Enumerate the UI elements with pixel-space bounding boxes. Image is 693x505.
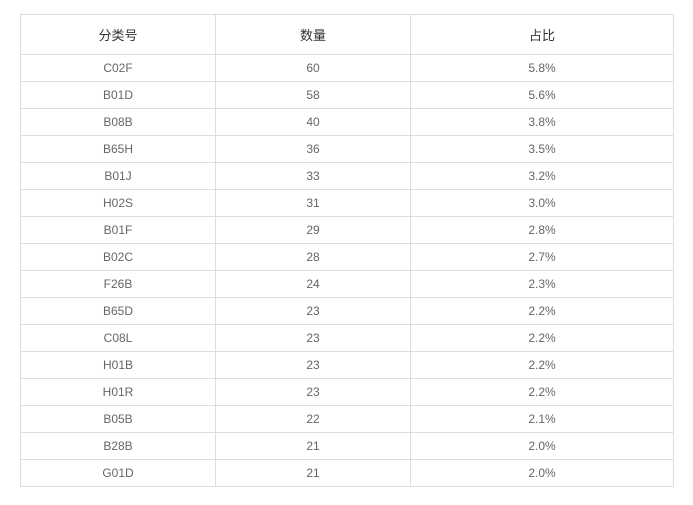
table-cell: B01F bbox=[21, 217, 216, 244]
table-cell: 22 bbox=[216, 406, 411, 433]
table-cell: 5.8% bbox=[411, 55, 674, 82]
table-cell: 24 bbox=[216, 271, 411, 298]
table-row: G01D212.0% bbox=[21, 460, 674, 487]
table-cell: B01J bbox=[21, 163, 216, 190]
header-category: 分类号 bbox=[21, 15, 216, 55]
table-row: B08B403.8% bbox=[21, 109, 674, 136]
table-cell: H02S bbox=[21, 190, 216, 217]
table-cell: 2.2% bbox=[411, 379, 674, 406]
table-cell: B08B bbox=[21, 109, 216, 136]
table-cell: 2.2% bbox=[411, 325, 674, 352]
table-cell: 2.0% bbox=[411, 433, 674, 460]
classification-table: 分类号 数量 占比 C02F605.8%B01D585.6%B08B403.8%… bbox=[20, 14, 674, 487]
table-cell: 21 bbox=[216, 460, 411, 487]
table-cell: 21 bbox=[216, 433, 411, 460]
table-cell: 2.0% bbox=[411, 460, 674, 487]
table-cell: 23 bbox=[216, 298, 411, 325]
header-percentage: 占比 bbox=[411, 15, 674, 55]
table-cell: 36 bbox=[216, 136, 411, 163]
table-cell: 2.1% bbox=[411, 406, 674, 433]
table-cell: 3.0% bbox=[411, 190, 674, 217]
table-body: C02F605.8%B01D585.6%B08B403.8%B65H363.5%… bbox=[21, 55, 674, 487]
table-row: H01B232.2% bbox=[21, 352, 674, 379]
table-row: B65H363.5% bbox=[21, 136, 674, 163]
table-cell: 23 bbox=[216, 352, 411, 379]
table-cell: 2.8% bbox=[411, 217, 674, 244]
table-cell: 3.5% bbox=[411, 136, 674, 163]
table-cell: 31 bbox=[216, 190, 411, 217]
table-cell: 5.6% bbox=[411, 82, 674, 109]
table-cell: 60 bbox=[216, 55, 411, 82]
table-cell: 33 bbox=[216, 163, 411, 190]
header-quantity: 数量 bbox=[216, 15, 411, 55]
table-cell: G01D bbox=[21, 460, 216, 487]
table-row: H01R232.2% bbox=[21, 379, 674, 406]
table-cell: 28 bbox=[216, 244, 411, 271]
table-cell: F26B bbox=[21, 271, 216, 298]
table-cell: H01R bbox=[21, 379, 216, 406]
table-header-row: 分类号 数量 占比 bbox=[21, 15, 674, 55]
table-cell: 40 bbox=[216, 109, 411, 136]
table-cell: H01B bbox=[21, 352, 216, 379]
table-cell: 23 bbox=[216, 325, 411, 352]
table-cell: 2.3% bbox=[411, 271, 674, 298]
table-cell: 2.7% bbox=[411, 244, 674, 271]
table-cell: 2.2% bbox=[411, 298, 674, 325]
table-row: B01F292.8% bbox=[21, 217, 674, 244]
table-cell: 23 bbox=[216, 379, 411, 406]
table-cell: B65H bbox=[21, 136, 216, 163]
table-cell: 2.2% bbox=[411, 352, 674, 379]
table-row: F26B242.3% bbox=[21, 271, 674, 298]
table-row: H02S313.0% bbox=[21, 190, 674, 217]
table-cell: 3.8% bbox=[411, 109, 674, 136]
table-cell: 3.2% bbox=[411, 163, 674, 190]
table-row: B65D232.2% bbox=[21, 298, 674, 325]
table-row: B01J333.2% bbox=[21, 163, 674, 190]
table-cell: C08L bbox=[21, 325, 216, 352]
table-cell: C02F bbox=[21, 55, 216, 82]
table-cell: B05B bbox=[21, 406, 216, 433]
table-cell: B65D bbox=[21, 298, 216, 325]
table-row: B28B212.0% bbox=[21, 433, 674, 460]
table-row: B05B222.1% bbox=[21, 406, 674, 433]
table-row: C08L232.2% bbox=[21, 325, 674, 352]
table-cell: B28B bbox=[21, 433, 216, 460]
table-cell: B02C bbox=[21, 244, 216, 271]
table-cell: 29 bbox=[216, 217, 411, 244]
table-cell: 58 bbox=[216, 82, 411, 109]
table-row: B01D585.6% bbox=[21, 82, 674, 109]
table-cell: B01D bbox=[21, 82, 216, 109]
table-row: B02C282.7% bbox=[21, 244, 674, 271]
table-row: C02F605.8% bbox=[21, 55, 674, 82]
